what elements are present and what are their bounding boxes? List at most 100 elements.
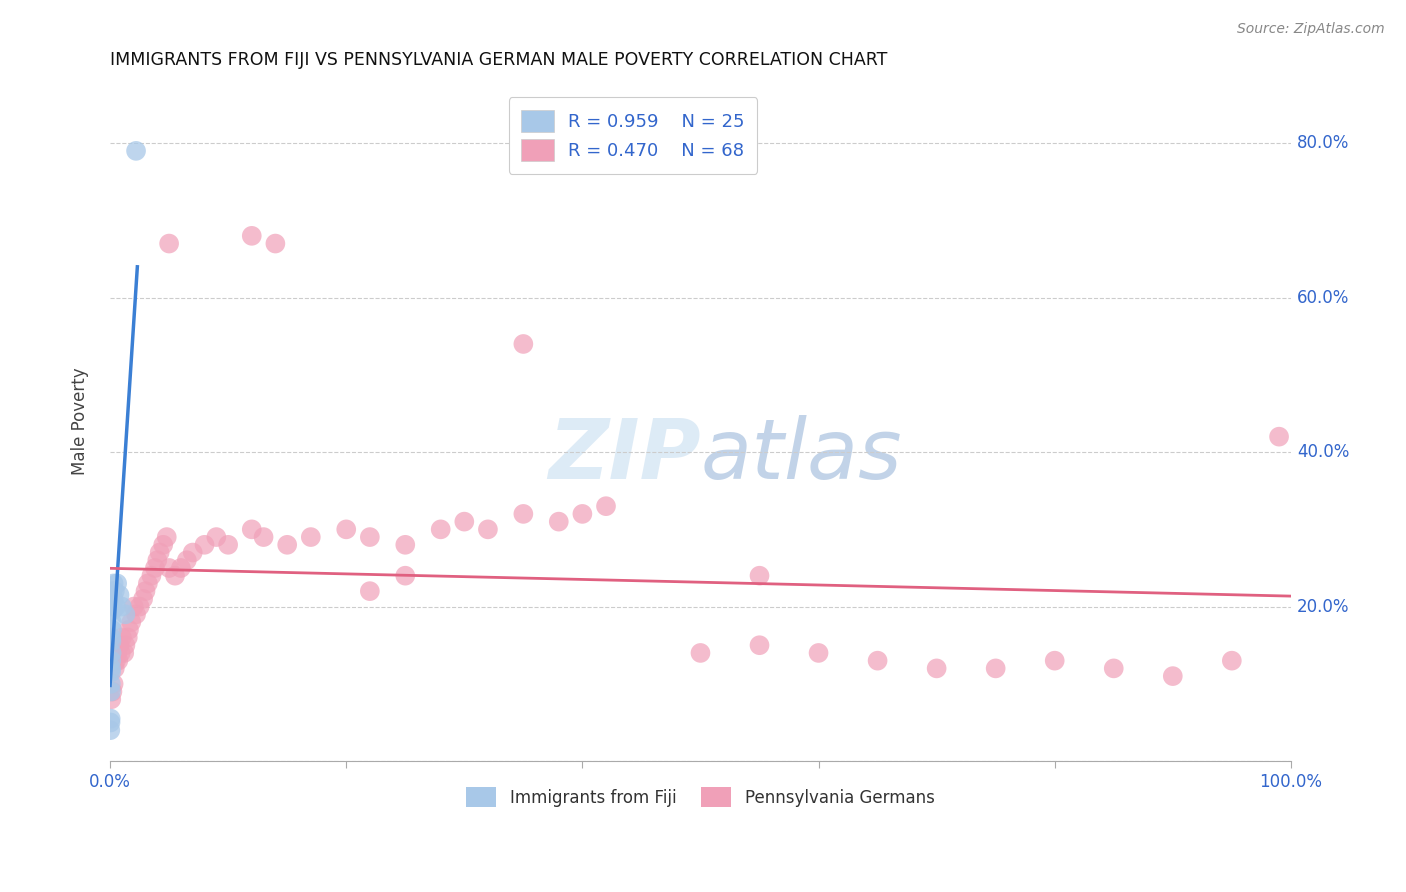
Text: 40.0%: 40.0% [1296,443,1350,461]
Point [807,646,830,660]
Point [193,538,215,552]
Y-axis label: Male Poverty: Male Poverty [72,368,89,475]
Point [156,530,179,544]
Point [1102,661,1125,675]
Point [477,522,499,536]
Point [111,631,134,645]
Point [984,661,1007,675]
Point [547,515,569,529]
Point [181,545,204,559]
Point [108,638,131,652]
Point [925,661,948,675]
Point [512,507,534,521]
Point [105,646,128,660]
Point [112,646,135,660]
Point [100,654,122,668]
Point [98,723,121,738]
Point [205,530,228,544]
Point [101,684,124,698]
Point [163,568,186,582]
Point [136,576,159,591]
Point [134,584,156,599]
Point [252,530,274,544]
Point [1268,430,1291,444]
Point [100,715,122,730]
Point [105,576,128,591]
Point [143,561,166,575]
Point [111,599,134,614]
Point [571,507,593,521]
Text: 60.0%: 60.0% [1296,289,1350,307]
Point [103,591,125,606]
Point [394,538,416,552]
Text: atlas: atlas [700,415,903,496]
Point [101,599,124,614]
Point [217,538,239,552]
Point [595,499,617,513]
Point [276,538,298,552]
Point [689,646,711,660]
Point [122,599,145,614]
Point [512,337,534,351]
Point [101,603,124,617]
Point [120,615,142,629]
Point [240,522,263,536]
Point [104,661,127,675]
Point [748,568,770,582]
Point [100,692,122,706]
Point [114,607,136,622]
Point [146,553,169,567]
Point [429,522,451,536]
Point [103,677,125,691]
Point [100,661,122,675]
Point [114,638,136,652]
Point [100,634,122,648]
Text: Source: ZipAtlas.com: Source: ZipAtlas.com [1237,22,1385,37]
Point [132,591,155,606]
Point [103,576,125,591]
Point [108,588,131,602]
Point [101,584,124,599]
Point [394,568,416,582]
Text: ZIP: ZIP [548,415,700,496]
Point [359,530,381,544]
Point [157,236,180,251]
Point [101,615,124,629]
Point [101,623,124,637]
Point [866,654,889,668]
Point [125,144,148,158]
Point [152,538,174,552]
Text: IMMIGRANTS FROM FIJI VS PENNSYLVANIA GERMAN MALE POVERTY CORRELATION CHART: IMMIGRANTS FROM FIJI VS PENNSYLVANIA GER… [110,51,887,69]
Point [128,599,150,614]
Point [107,654,129,668]
Point [100,646,122,660]
Point [100,631,122,645]
Point [110,646,132,660]
Point [118,623,141,637]
Point [359,584,381,599]
Point [176,553,198,567]
Point [170,561,193,575]
Point [104,599,127,614]
Point [100,712,122,726]
Point [335,522,357,536]
Text: 80.0%: 80.0% [1296,134,1350,153]
Point [117,631,139,645]
Point [1161,669,1184,683]
Point [1043,654,1066,668]
Point [453,515,475,529]
Text: 20.0%: 20.0% [1296,598,1350,615]
Point [149,545,172,559]
Legend: Immigrants from Fiji, Pennsylvania Germans: Immigrants from Fiji, Pennsylvania Germa… [460,780,941,814]
Point [141,568,163,582]
Point [264,236,287,251]
Point [240,228,263,243]
Point [104,584,127,599]
Point [157,561,180,575]
Point [100,684,122,698]
Point [1220,654,1243,668]
Point [299,530,322,544]
Point [104,654,127,668]
Point [748,638,770,652]
Point [100,677,122,691]
